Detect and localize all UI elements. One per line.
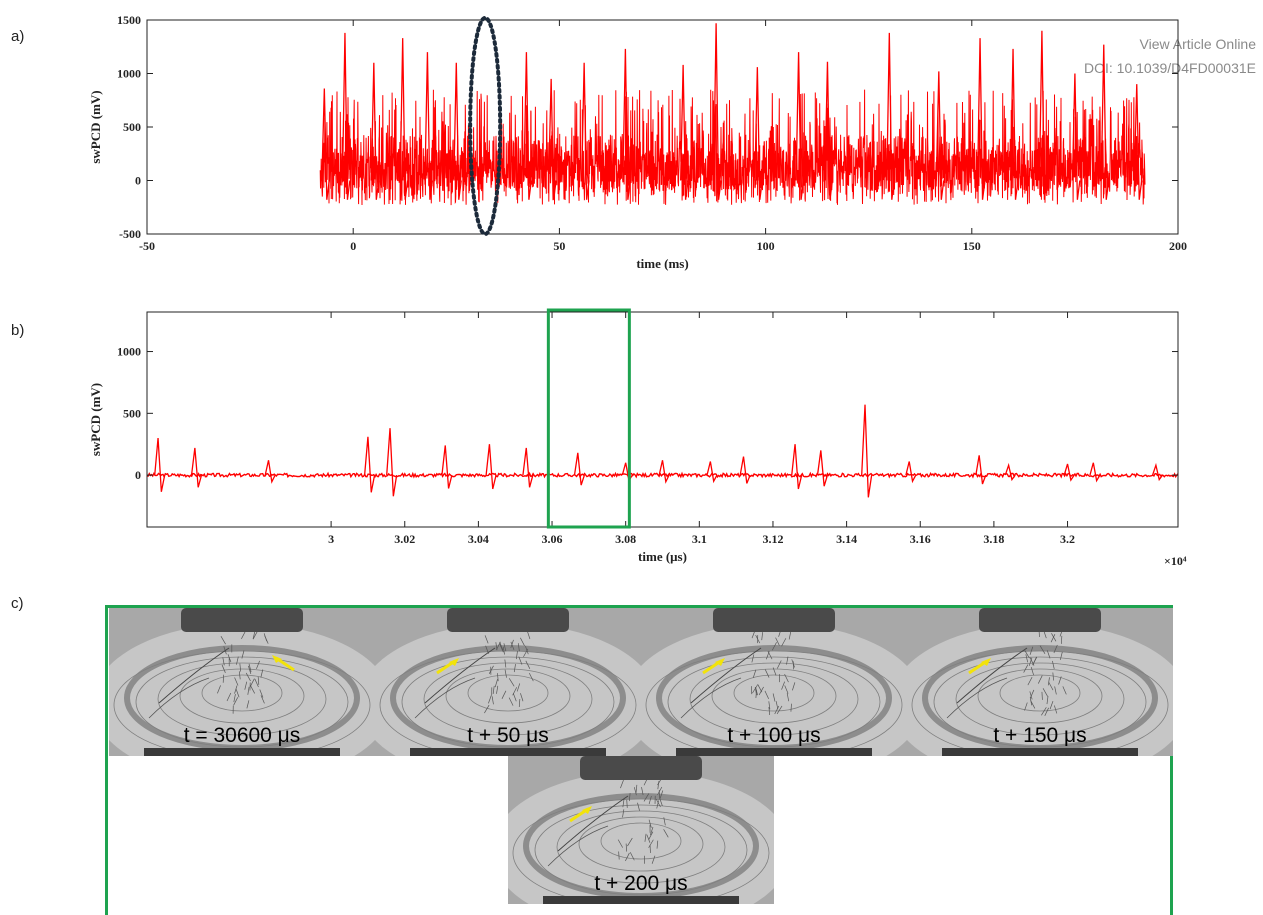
data-peak — [792, 444, 802, 489]
frame-caption: t + 150 μs — [907, 724, 1173, 748]
data-peak — [1005, 465, 1015, 479]
x-tick-label: 3.1 — [692, 532, 707, 546]
data-peak — [1090, 463, 1100, 481]
data-peak — [192, 448, 202, 487]
data-peak — [486, 444, 496, 489]
x-tick-label: 3.08 — [615, 532, 636, 546]
data-peak — [707, 462, 717, 482]
signal-trace — [147, 473, 1178, 476]
base-shadow — [676, 748, 872, 756]
frame-2: t + 100 μs — [641, 608, 907, 756]
data-peak — [265, 460, 275, 482]
frame-caption: t + 100 μs — [641, 724, 907, 748]
x-tick-label: 3.16 — [910, 532, 931, 546]
x-tick-label: 3.18 — [983, 532, 1004, 546]
horn-tip — [580, 756, 702, 780]
data-peak — [818, 450, 828, 486]
y-tick-label: 1000 — [117, 345, 141, 359]
data-peak — [906, 462, 916, 482]
data-peak — [1153, 465, 1163, 479]
x-tick-label: 3 — [328, 532, 334, 546]
frame-caption: t = 30600 μs — [109, 724, 375, 748]
horn-tip — [713, 608, 835, 632]
frames-panel: t = 30600 μs t + 50 μs t + 100 μs t + 15… — [105, 605, 1173, 915]
frame-caption: t + 50 μs — [375, 724, 641, 748]
data-peak — [523, 448, 533, 487]
x-tick-label: 3.06 — [542, 532, 563, 546]
x-axis-title: time (μs) — [638, 549, 687, 564]
base-shadow — [144, 748, 340, 756]
data-peak — [1064, 464, 1074, 480]
frame-1: t + 50 μs — [375, 608, 641, 756]
y-tick-label: 500 — [123, 406, 141, 420]
data-peak — [740, 457, 750, 484]
base-shadow — [942, 748, 1138, 756]
frame-3: t + 150 μs — [907, 608, 1173, 756]
x-tick-label: 3.04 — [468, 532, 489, 546]
y-tick-label: 0 — [135, 468, 141, 482]
x-tick-label: 3.12 — [762, 532, 783, 546]
data-peak — [976, 455, 986, 484]
highlight-box — [548, 310, 629, 527]
x-exponent-label: ×10⁴ — [1164, 554, 1187, 568]
chart-b: 3 3.02 3.04 3.06 3.08 3.1 3.12 3.14 3.16 3.18 3.2 0… — [0, 0, 1263, 590]
data-peak — [574, 453, 584, 485]
data-peak — [442, 445, 452, 488]
frame-4: t + 200 μs — [508, 756, 774, 904]
horn-tip — [181, 608, 303, 632]
base-shadow — [543, 896, 739, 904]
frame-0: t = 30600 μs — [109, 608, 375, 756]
base-shadow — [410, 748, 606, 756]
x-tick-label: 3.14 — [836, 532, 857, 546]
data-peak — [155, 438, 165, 492]
plot-frame — [147, 312, 1178, 527]
data-peak — [659, 460, 669, 482]
y-axis-title: swPCD (mV) — [88, 383, 103, 456]
horn-tip — [447, 608, 569, 632]
data-peak — [387, 428, 397, 496]
x-tick-label: 3.02 — [394, 532, 415, 546]
data-peak — [862, 405, 872, 498]
data-peak — [365, 437, 375, 493]
x-tick-label: 3.2 — [1060, 532, 1075, 546]
frame-caption: t + 200 μs — [508, 872, 774, 896]
horn-tip — [979, 608, 1101, 632]
panel-label-c: c) — [11, 595, 24, 612]
